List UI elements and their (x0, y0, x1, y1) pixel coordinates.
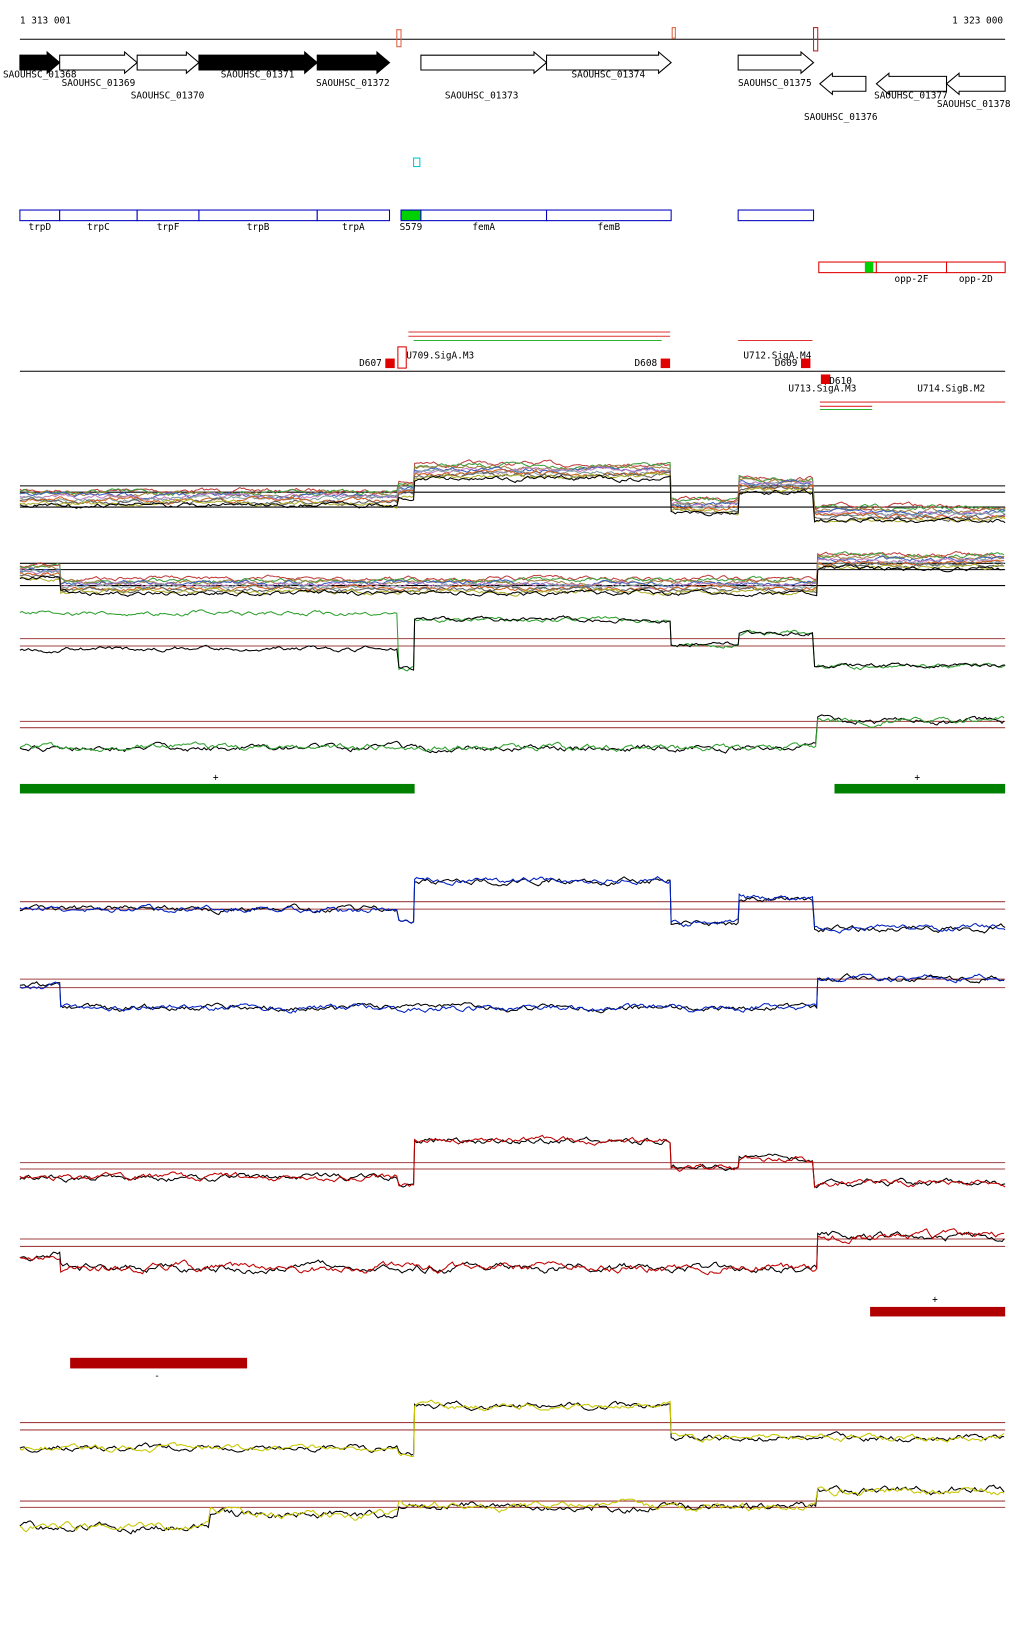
marker (813, 27, 819, 52)
gene-label: SAOUHSC_01371 (221, 69, 295, 80)
operon (420, 209, 548, 222)
gene-label: SAOUHSC_01370 (131, 91, 205, 102)
segment-bar (19, 783, 415, 794)
segment-bar (870, 1306, 1006, 1317)
signal-trace (19, 1399, 1005, 1458)
signal-trace (19, 973, 1005, 1014)
operon (316, 209, 391, 222)
signal-trace (19, 1486, 1005, 1533)
signal-trace (19, 1230, 1005, 1275)
signal-trace (19, 466, 1006, 518)
operon (737, 209, 815, 222)
reg-label: U713.SigA.M3 (788, 383, 856, 394)
gene-label: SAOUHSC_01368 (3, 69, 77, 80)
signal-trace (19, 564, 1005, 598)
gene-label: SAOUHSC_01377 (874, 91, 948, 102)
signal-trace (19, 474, 1006, 524)
operon (864, 262, 874, 273)
reg-block (385, 358, 395, 369)
ruler-end: 1 323 000 (952, 15, 1003, 26)
strand: + (213, 773, 219, 784)
signal-trace (19, 1134, 1006, 1189)
signal-trace (19, 555, 1005, 588)
gene-arrow (19, 50, 61, 75)
operon (945, 261, 1006, 274)
operon-label: trpC (87, 222, 110, 233)
signal-trace (19, 1400, 1005, 1456)
signal-trace (19, 554, 1005, 587)
operon-label: femB (598, 222, 621, 233)
operon (19, 209, 61, 222)
operon-label: femA (472, 222, 495, 233)
gene-arrow (136, 50, 200, 75)
reg-label: D607 (359, 358, 382, 369)
segment-bar (834, 783, 1006, 794)
signal-trace (19, 876, 1006, 934)
gene-label: SAOUHSC_01374 (572, 69, 646, 80)
operon (546, 209, 672, 222)
gene-label: SAOUHSC_01372 (316, 78, 390, 89)
operon-label: trpF (157, 222, 180, 233)
signal-trace (19, 550, 1005, 583)
gene-arrow (316, 50, 391, 75)
operon-label: opp-2D (959, 274, 993, 285)
reg-label: U712.SigA.M4 (743, 350, 811, 361)
operon-label: trpD (28, 222, 51, 233)
strand: + (932, 1295, 938, 1306)
operon (875, 261, 948, 274)
gene-arrow (945, 72, 1006, 96)
gene-arrow (875, 72, 948, 96)
strand: - (154, 1371, 160, 1382)
strand: + (914, 773, 920, 784)
segment-bar (70, 1357, 248, 1369)
operon (198, 209, 318, 222)
operon-label: trpA (342, 222, 365, 233)
gene-arrow (737, 50, 815, 75)
signal-trace (19, 466, 1006, 516)
signal-trace (19, 875, 1006, 934)
reg-block (397, 346, 407, 369)
gene-arrow (420, 50, 548, 75)
reg-block (800, 358, 811, 369)
reg-label: D610 (829, 376, 852, 387)
reg-block (820, 374, 831, 385)
gene-label: SAOUHSC_01376 (804, 112, 878, 123)
ruler-start: 1 313 001 (20, 15, 71, 26)
reg-block (660, 358, 671, 369)
gene-label: SAOUHSC_01373 (445, 91, 519, 102)
operon-label: S579 (400, 222, 423, 233)
signal-trace (19, 1484, 1005, 1535)
gene-arrow (819, 72, 867, 96)
operon-label: trpB (247, 222, 270, 233)
operon (59, 209, 138, 222)
gene-label: SAOUHSC_01375 (738, 78, 812, 89)
marker (413, 157, 421, 168)
gene-arrow (59, 50, 138, 75)
gene-arrow (198, 50, 319, 75)
marker (396, 29, 402, 48)
reg-label: U709.SigA.M3 (406, 350, 474, 361)
signal-trace (19, 1228, 1005, 1276)
reg-label: U714.SigB.M2 (917, 383, 985, 394)
operon (136, 209, 200, 222)
marker (671, 27, 676, 39)
signal-trace (19, 615, 1006, 671)
reg-label: D609 (775, 358, 798, 369)
signal-trace (19, 551, 1005, 585)
operon-label: opp-2F (894, 274, 928, 285)
gene-arrow (546, 50, 672, 75)
signal-trace (19, 563, 1005, 597)
signal-trace (19, 559, 1005, 593)
gene-label: SAOUHSC_01378 (937, 99, 1011, 110)
signal-trace (19, 459, 1006, 512)
signal-trace (19, 973, 1005, 1014)
signal-trace (19, 715, 1005, 753)
signal-trace (19, 714, 1005, 754)
signal-trace (19, 468, 1006, 521)
gene-label: SAOUHSC_01369 (62, 78, 136, 89)
operon (400, 209, 422, 222)
reg-label: D608 (635, 358, 658, 369)
